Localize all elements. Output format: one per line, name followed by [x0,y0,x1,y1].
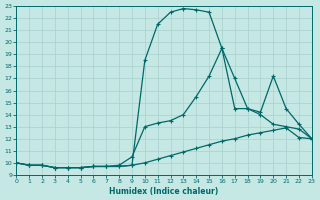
X-axis label: Humidex (Indice chaleur): Humidex (Indice chaleur) [109,187,219,196]
